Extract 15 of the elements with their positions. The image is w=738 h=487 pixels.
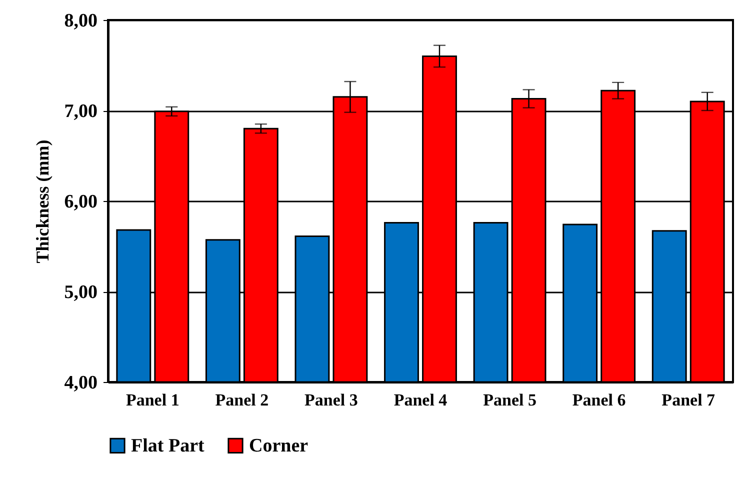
- y-tick-label: 7,00: [64, 101, 98, 122]
- y-tick-label: 4,00: [64, 372, 98, 394]
- legend-label: Flat Part: [131, 436, 205, 457]
- x-tick-label: Panel 6: [572, 390, 626, 410]
- x-tick-label: Panel 3: [304, 390, 358, 410]
- x-tick-label: Panel 2: [215, 390, 269, 410]
- x-tick-label: Panel 4: [394, 390, 448, 410]
- legend-label: Corner: [249, 436, 309, 457]
- x-tick-label: Panel 7: [662, 390, 716, 410]
- y-tick-label: 8,00: [64, 10, 98, 32]
- x-tick-label: Panel 1: [126, 390, 180, 410]
- x-tick-label: Panel 5: [483, 390, 536, 410]
- y-axis-title: Thickness (mm): [32, 140, 52, 264]
- y-tick-label: 6,00: [64, 192, 98, 212]
- y-tick-label: 5,00: [64, 282, 98, 303]
